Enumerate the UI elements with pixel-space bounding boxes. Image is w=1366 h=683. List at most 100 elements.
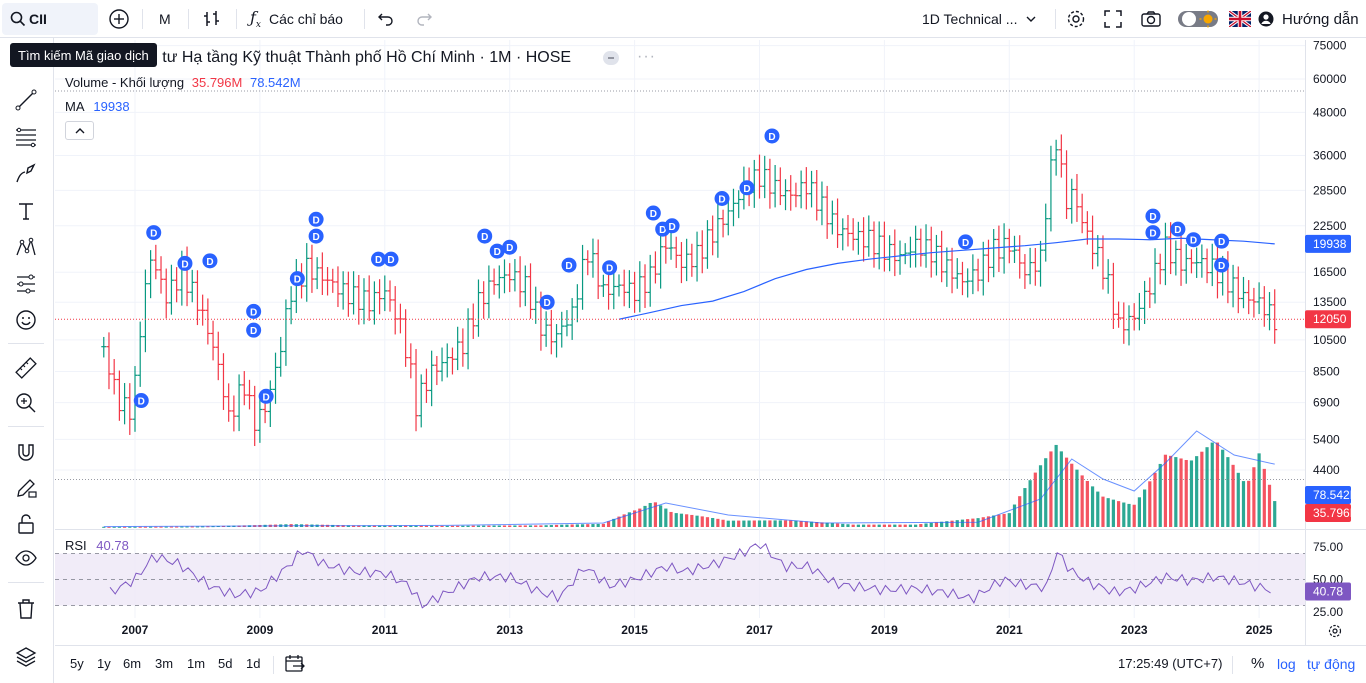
dividend-marker xyxy=(1145,225,1161,241)
gear-icon xyxy=(1067,10,1085,28)
interval-label: M xyxy=(159,11,171,27)
volume-last-badge-bg xyxy=(1305,504,1351,522)
range-3m[interactable]: 3m xyxy=(155,656,174,671)
time-tick-label: 2021 xyxy=(996,623,1023,637)
axis-settings-icon xyxy=(1328,624,1342,638)
volume-bar xyxy=(117,526,121,528)
price-pane xyxy=(55,90,1305,447)
volume-value-2: 78.542M xyxy=(249,75,301,90)
more-icon[interactable]: ··· xyxy=(637,48,656,65)
dividend-marker-label: D xyxy=(263,392,270,403)
brush-tool[interactable] xyxy=(12,160,40,188)
divider xyxy=(142,9,143,29)
volume-bar xyxy=(841,523,845,527)
visibility-tool[interactable] xyxy=(12,544,40,572)
lock-drawing-tool[interactable] xyxy=(12,474,40,502)
range-6m[interactable]: 6m xyxy=(123,656,142,671)
volume-bar xyxy=(1163,454,1168,527)
minus-icon xyxy=(603,51,619,65)
range-1m[interactable]: 1m xyxy=(187,656,206,671)
dividend-marker-label: D xyxy=(294,275,301,286)
volume-bar xyxy=(440,525,444,527)
volume-bar xyxy=(955,520,959,527)
object-tree-tool[interactable] xyxy=(12,643,40,671)
dividend-marker xyxy=(489,243,505,259)
clock[interactable]: 17:25:49 (UTC+7) xyxy=(1118,656,1223,671)
lock-all-tool[interactable] xyxy=(12,510,40,538)
divider xyxy=(8,343,44,344)
magnet-tool[interactable] xyxy=(12,438,40,466)
volume-bar xyxy=(450,525,455,527)
percent-toggle[interactable]: % xyxy=(1251,655,1265,672)
settings-button[interactable] xyxy=(1065,0,1087,38)
pencil-lock-icon xyxy=(17,479,37,498)
redo-button[interactable] xyxy=(414,0,434,38)
range-5d[interactable]: 5d xyxy=(218,656,233,671)
layout-selector[interactable]: 1D Technical ... xyxy=(922,0,1037,38)
eye-icon xyxy=(15,550,37,566)
range-5y[interactable]: 5y xyxy=(70,656,84,671)
range-1y[interactable]: 1y xyxy=(97,656,111,671)
ruler-tool[interactable] xyxy=(12,354,40,382)
time-tick-label: 2015 xyxy=(621,623,648,637)
volume-bar xyxy=(757,520,762,527)
trendline-tool[interactable] xyxy=(12,86,40,114)
ma-legend[interactable]: MA 19938 xyxy=(65,99,130,114)
pattern-tool[interactable] xyxy=(12,234,40,262)
text-tool[interactable] xyxy=(12,197,40,225)
volume-bar xyxy=(159,526,163,528)
dividend-marker xyxy=(714,190,730,206)
volume-label: Volume - Khối lượng xyxy=(65,75,185,90)
interval-button[interactable]: M xyxy=(159,0,171,38)
volume-bar xyxy=(528,525,533,527)
delete-tool[interactable] xyxy=(12,595,40,623)
emoji-tool[interactable] xyxy=(12,306,40,334)
volume-bar xyxy=(903,524,907,527)
symbol-search[interactable]: CII xyxy=(2,3,98,35)
volume-legend[interactable]: Volume - Khối lượng 35.796M 78.542M xyxy=(65,75,301,90)
rsi-legend[interactable]: RSI 40.78 xyxy=(65,538,129,553)
volume-bar xyxy=(835,523,840,527)
volume-bar xyxy=(867,524,871,527)
volume-bar xyxy=(1221,449,1225,527)
legend-toggle-button[interactable] xyxy=(65,121,94,140)
compare-button[interactable] xyxy=(108,0,130,38)
indicators-button[interactable]: ƒx Các chỉ báo xyxy=(250,0,343,38)
fib-tool[interactable] xyxy=(12,123,40,151)
auto-toggle[interactable]: tự động xyxy=(1307,656,1356,672)
price-tick-label: 28500 xyxy=(1313,183,1347,197)
time-tick-label: 2007 xyxy=(122,623,149,637)
volume-bar xyxy=(1075,469,1079,527)
volume-bar xyxy=(544,525,548,527)
layers-icon xyxy=(15,647,37,667)
gear-icon xyxy=(1328,624,1342,638)
zoom-tool[interactable] xyxy=(12,389,40,417)
smiley-icon xyxy=(16,310,36,330)
undo-button[interactable] xyxy=(376,0,396,38)
volume-bar xyxy=(809,521,814,527)
dividend-marker-label: D xyxy=(743,184,750,195)
ruler-icon xyxy=(15,357,37,379)
theme-toggle[interactable] xyxy=(1177,0,1219,38)
fullscreen-button[interactable] xyxy=(1103,0,1123,38)
legend-collapse-button[interactable] xyxy=(603,51,619,68)
volume-last-badge: 35.796M xyxy=(1313,506,1360,520)
time-tick-label: 2017 xyxy=(746,623,773,637)
range-1d[interactable]: 1d xyxy=(246,656,261,671)
help-button[interactable]: Hướng dẫn xyxy=(1258,0,1359,38)
help-label: Hướng dẫn xyxy=(1282,10,1359,28)
volume-bar xyxy=(872,524,876,527)
volume-bar xyxy=(554,524,559,527)
volume-bar xyxy=(633,510,637,527)
chart-type-button[interactable] xyxy=(202,0,222,38)
forecast-icon xyxy=(17,274,35,294)
log-toggle[interactable]: log xyxy=(1277,656,1296,672)
indicators-label: Các chỉ báo xyxy=(269,11,343,27)
goto-date-button[interactable] xyxy=(284,654,306,679)
lock-icon xyxy=(18,514,34,534)
forecast-tool[interactable] xyxy=(12,270,40,298)
divider xyxy=(8,426,44,427)
snapshot-button[interactable] xyxy=(1140,0,1162,38)
language-button[interactable] xyxy=(1229,0,1251,38)
